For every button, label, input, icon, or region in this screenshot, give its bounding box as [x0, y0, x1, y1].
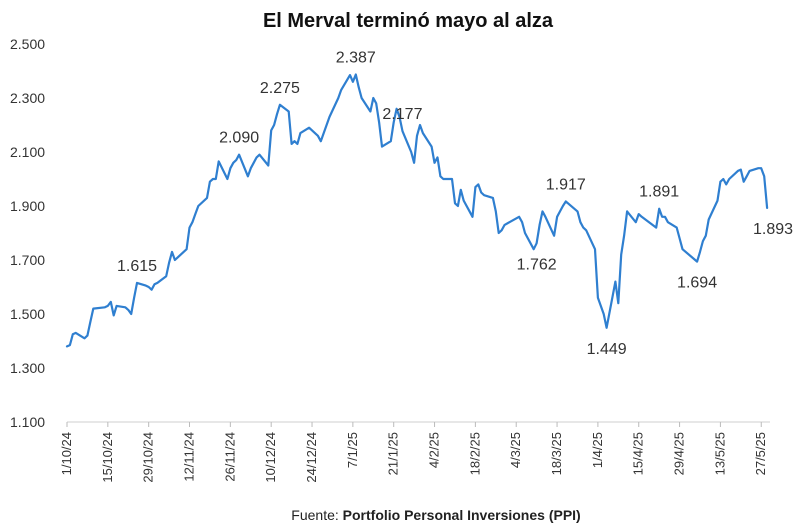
- data-label-1: 2.090: [219, 130, 259, 147]
- y-tick-label-3: 1.700: [10, 252, 45, 268]
- x-tick-label-11: 4/3/25: [508, 432, 523, 468]
- y-tick-label-4: 1.900: [10, 198, 45, 214]
- y-tick-label-6: 2.300: [10, 90, 45, 106]
- x-tick-label-12: 18/3/25: [549, 432, 564, 475]
- x-tick-label-4: 26/11/24: [222, 432, 237, 482]
- source-note: Fuente: Portfolio Personal Inversiones (…: [291, 507, 580, 523]
- series-layer: [65, 73, 769, 348]
- x-tick-label-15: 29/4/25: [672, 432, 687, 475]
- x-tick-label-3: 12/11/24: [182, 432, 197, 482]
- data-label-8: 1.891: [639, 183, 679, 200]
- x-tick-label-6: 24/12/24: [304, 432, 319, 483]
- x-tick-label-14: 15/4/25: [631, 432, 646, 475]
- data-label-4: 2.177: [382, 106, 422, 123]
- x-tick-label-9: 4/2/25: [427, 432, 442, 468]
- chart-title: El Merval terminó mayo al alza: [263, 10, 554, 32]
- y-tick-label-0: 1.100: [10, 414, 45, 430]
- data-label-6: 1.917: [546, 176, 586, 193]
- data-labels: 1.615 2.090 2.275 2.387 2.177 1.762 1.917 1.449…: [117, 50, 793, 358]
- x-tick-label-16: 13/5/25: [712, 432, 727, 475]
- y-tick-label-7: 2.500: [10, 36, 45, 52]
- x-tick-label-2: 29/10/24: [141, 432, 156, 483]
- x-tick-label-0: 1/10/24: [59, 432, 74, 475]
- data-label-9: 1.694: [677, 275, 717, 292]
- data-label-7: 1.449: [587, 341, 627, 358]
- data-label-3: 2.387: [336, 50, 376, 67]
- series-line-0: [65, 73, 769, 348]
- x-tick-label-1: 15/10/24: [100, 432, 115, 483]
- x-tick-label-17: 27/5/25: [753, 432, 768, 475]
- data-label-10: 1.893: [753, 221, 793, 238]
- x-tick-label-5: 10/12/24: [263, 432, 278, 483]
- x-tick-label-10: 18/2/25: [467, 432, 482, 475]
- x-tick-label-8: 21/1/25: [386, 432, 401, 475]
- data-label-0: 1.615: [117, 258, 157, 275]
- y-tick-label-2: 1.500: [10, 306, 45, 322]
- x-tick-label-13: 1/4/25: [590, 432, 605, 468]
- axes: 1.100 1.300 1.500 1.700 1.900 2.100 2.300 2.500…: [10, 36, 770, 483]
- x-tick-label-7: 7/1/25: [345, 432, 360, 468]
- y-tick-label-5: 2.100: [10, 144, 45, 160]
- data-label-5: 1.762: [517, 256, 557, 273]
- y-tick-label-1: 1.300: [10, 360, 45, 376]
- data-label-2: 2.275: [260, 80, 300, 97]
- source-prefix: Fuente:: [291, 507, 342, 523]
- source-name: Portfolio Personal Inversiones (PPI): [343, 507, 581, 523]
